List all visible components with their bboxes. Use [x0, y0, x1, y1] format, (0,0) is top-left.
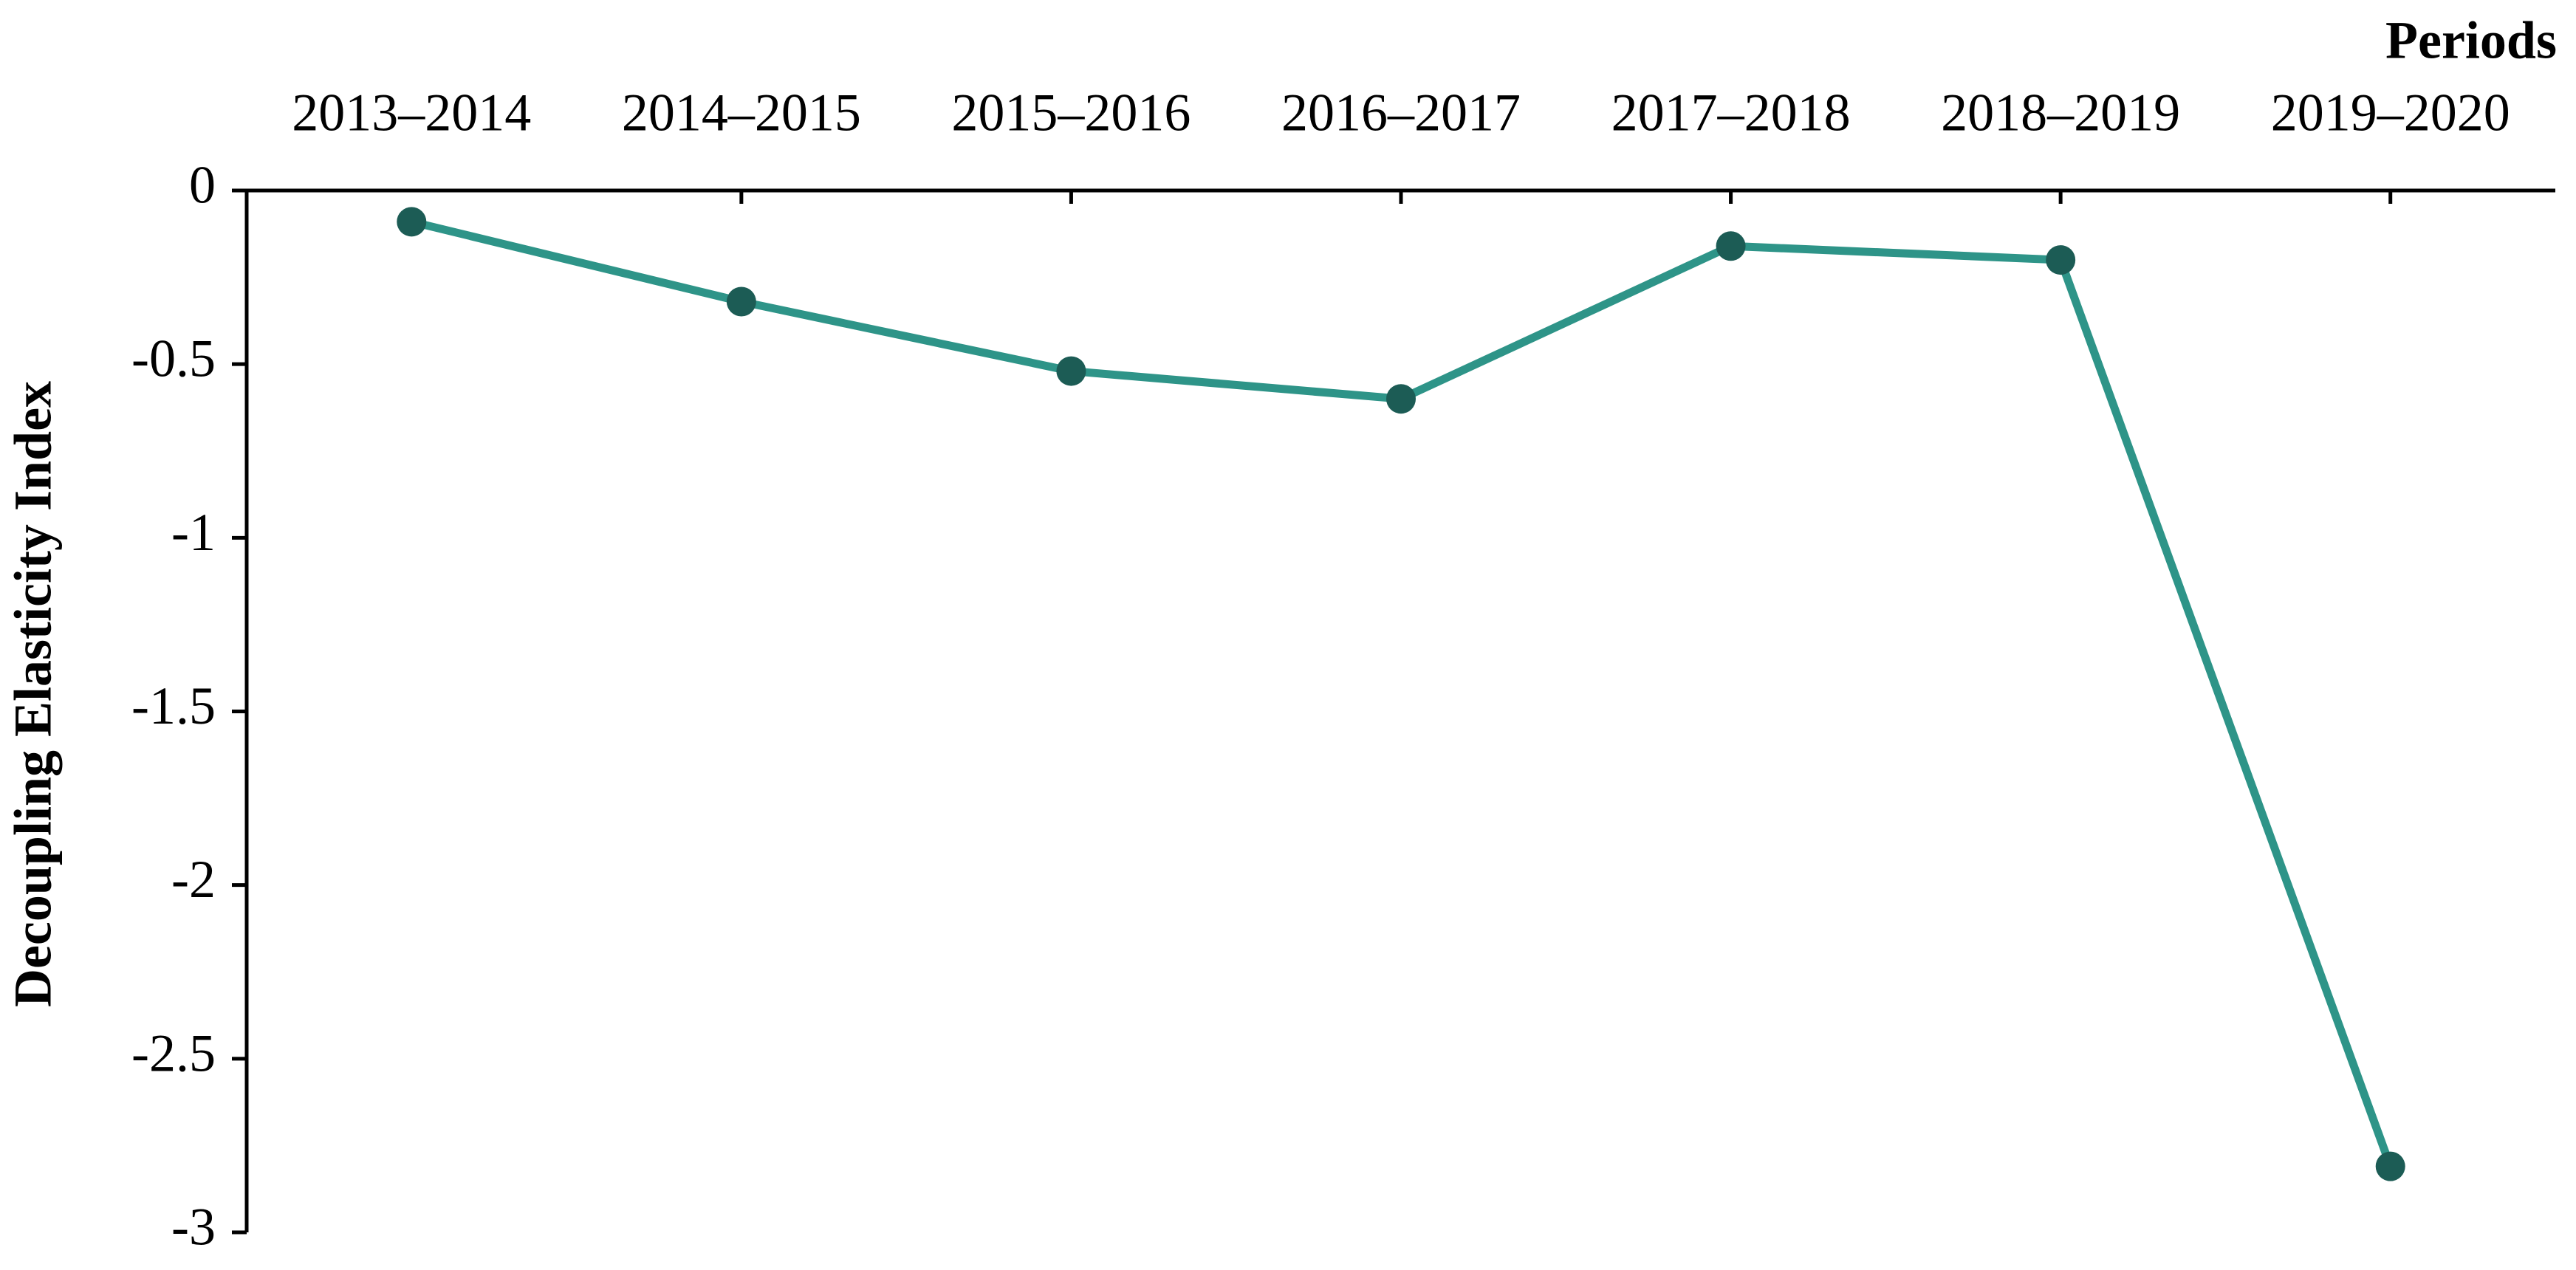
- marker: [2375, 1151, 2405, 1181]
- marker: [1056, 356, 1086, 386]
- y-axis-label: Decoupling Elasticity Index: [4, 381, 63, 1007]
- y-tick-label: -1: [171, 503, 216, 562]
- y-tick-label: -2.5: [131, 1023, 216, 1082]
- x-tick-label: 2014–2015: [622, 83, 861, 143]
- y-tick-label: -3: [171, 1198, 216, 1257]
- x-tick-label: 2013–2014: [292, 83, 531, 143]
- x-tick-label: 2016–2017: [1281, 83, 1521, 143]
- x-tick-label: 2015–2016: [951, 83, 1191, 143]
- y-tick-label: -2: [171, 850, 216, 909]
- x-tick-label: 2017–2018: [1611, 83, 1851, 143]
- y-tick-label: 0: [189, 156, 216, 215]
- x-axis-label: Periods: [2385, 11, 2557, 70]
- x-tick-label: 2019–2020: [2271, 83, 2510, 143]
- x-tick-label: 2018–2019: [1941, 83, 2180, 143]
- marker: [397, 207, 427, 237]
- marker: [726, 286, 756, 317]
- marker: [1386, 384, 1416, 414]
- marker: [2046, 245, 2076, 275]
- marker: [1716, 231, 1746, 261]
- y-tick-label: -1.5: [131, 676, 216, 735]
- line: [410, 217, 2394, 1168]
- y-tick-label: -0.5: [131, 329, 216, 388]
